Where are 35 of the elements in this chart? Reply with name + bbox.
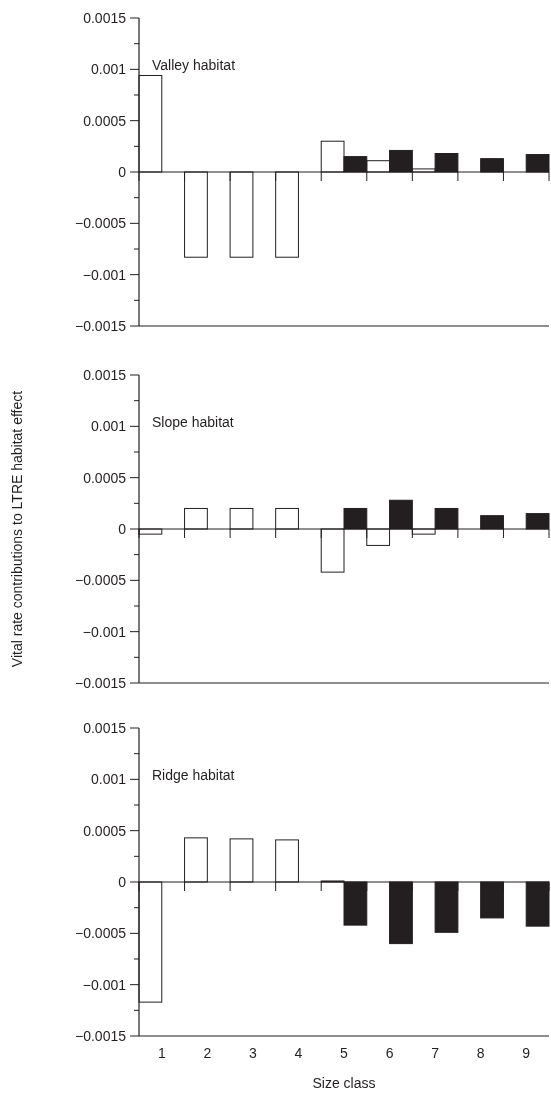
y-tick-label: 0.001 xyxy=(90,418,127,435)
x-tick-label: 3 xyxy=(248,1045,257,1061)
x-tick-label: 4 xyxy=(294,1045,303,1061)
y-tick-label: −0.0005 xyxy=(75,215,127,232)
x-tick-label: 7 xyxy=(431,1045,440,1061)
y-tick-label: 0.0005 xyxy=(83,469,127,486)
y-tick-label: −0.0015 xyxy=(75,674,127,691)
y-tick-label: −0.001 xyxy=(82,266,127,283)
y-axis-title: Vital rate contributions to LTRE habitat effect xyxy=(9,390,25,668)
y-tick-label: 0.0005 xyxy=(83,822,127,839)
y-tick-label: −0.0005 xyxy=(75,572,127,589)
y-tick-label: −0.001 xyxy=(82,976,127,993)
text: Valley habitat xyxy=(152,57,236,73)
y-tick-label: −0.0015 xyxy=(75,1027,127,1044)
y-tick-label: 0 xyxy=(118,520,127,537)
y-tick-label: 0.001 xyxy=(90,61,127,78)
x-tick-label: 5 xyxy=(340,1045,349,1061)
y-tick-label: 0.001 xyxy=(90,771,127,788)
y-tick-label: 0.0015 xyxy=(83,719,127,736)
x-axis-title: Size class xyxy=(312,1075,376,1091)
y-tick-label: 0 xyxy=(118,163,127,180)
y-tick-label: −0.0005 xyxy=(75,925,127,942)
y-tick-label: −0.0015 xyxy=(75,317,127,334)
x-tick-label: 1 xyxy=(157,1045,166,1061)
y-tick-label: 0.0015 xyxy=(83,366,127,383)
x-tick-label: 6 xyxy=(385,1045,394,1061)
y-tick-label: 0.0005 xyxy=(83,112,127,129)
x-tick-label: 8 xyxy=(476,1045,485,1061)
x-tick-label: 2 xyxy=(203,1045,212,1061)
y-tick-label: 0 xyxy=(118,873,127,890)
y-tick-label: 0.0015 xyxy=(83,9,127,26)
text: Slope habitat xyxy=(152,414,234,430)
y-tick-label: −0.001 xyxy=(82,623,127,640)
text: Ridge habitat xyxy=(152,767,235,783)
x-tick-label: 9 xyxy=(522,1045,531,1061)
